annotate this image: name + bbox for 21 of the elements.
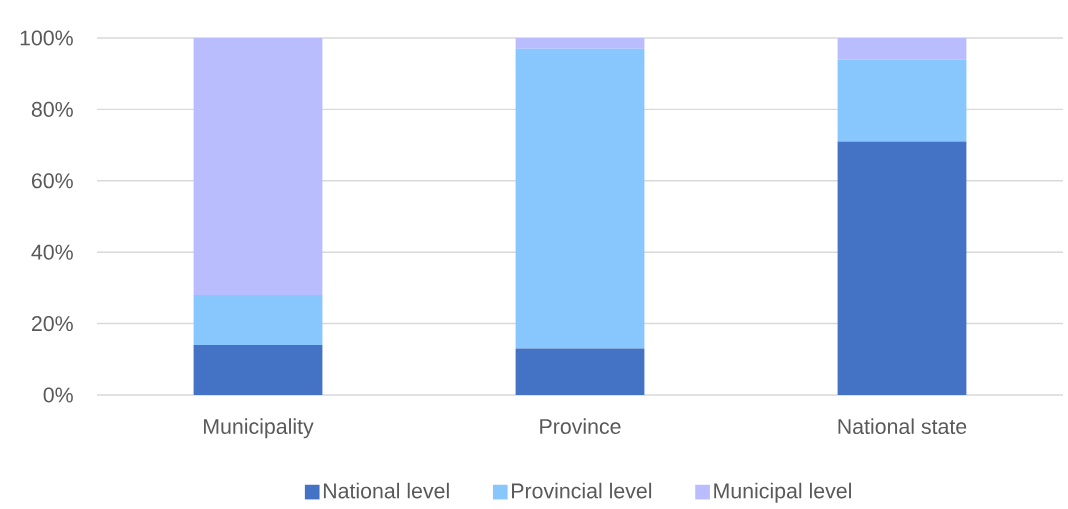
bar — [515, 348, 645, 395]
x-tick-label: Province — [540, 418, 621, 435]
legend-label: National level — [323, 482, 449, 499]
y-tick-label: 20% — [32, 316, 73, 332]
y-tick-label: 0% — [43, 387, 73, 403]
bar — [193, 295, 323, 346]
bar — [837, 59, 967, 142]
legend-label: Provincial level — [512, 482, 652, 499]
bar — [837, 141, 967, 395]
bar — [193, 37, 323, 296]
y-tick-label: 60% — [32, 173, 73, 189]
bar — [837, 37, 967, 60]
bar — [515, 37, 645, 49]
bar — [515, 48, 645, 349]
y-tick-label: 80% — [31, 101, 73, 117]
y-tick-label: 40% — [31, 244, 73, 260]
legend-label: Municipal level — [714, 482, 851, 503]
y-tick-label: 100% — [20, 30, 73, 46]
bar — [193, 345, 323, 395]
x-tick-label: Municipality — [204, 418, 314, 439]
x-tick-label: National state — [838, 418, 967, 435]
